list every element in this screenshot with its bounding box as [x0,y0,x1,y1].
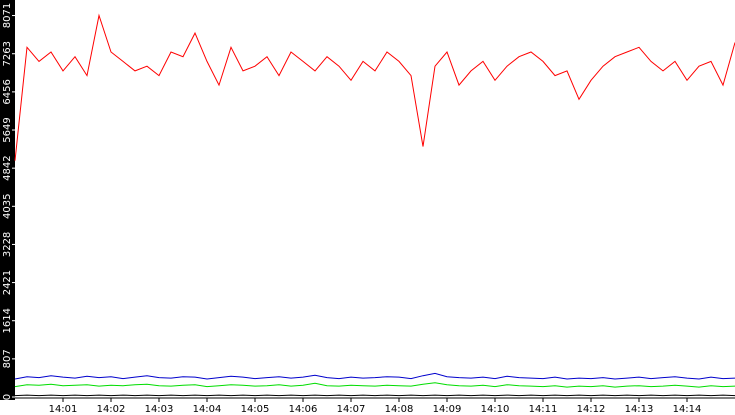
x-tick-label: 14:13 [625,404,654,415]
y-tick-label: 8071 [2,3,13,28]
y-axis-strip [0,0,15,400]
x-tick-label: 14:09 [433,404,462,415]
x-tick-label: 14:05 [241,404,270,415]
series-line [14,13,735,161]
x-tick-label: 14:08 [385,404,414,415]
y-tick-label: 807 [2,349,13,368]
y-tick-label: 2421 [2,270,13,295]
x-tick-label: 14:11 [529,404,558,415]
y-tick-label: 1614 [2,308,13,333]
x-tick-label: 14:03 [145,404,174,415]
y-tick-label: 4035 [2,194,13,219]
x-tick-label: 14:12 [577,404,606,415]
y-tick-label: 4842 [2,155,13,180]
y-tick-label: 7263 [2,41,13,66]
series-line [14,382,735,388]
x-tick-label: 14:02 [97,404,126,415]
x-tick-label: 14:01 [49,404,78,415]
y-tick-label: 5649 [2,117,13,142]
x-tick-label: 14:07 [337,404,366,415]
series-line [14,394,735,397]
x-tick-label: 14:06 [289,404,318,415]
series-line [14,372,735,380]
y-tick-label: 3228 [2,232,13,257]
x-tick-label: 14:04 [193,404,222,415]
x-tick-label: 14:14 [673,404,702,415]
y-tick-label: 0 [2,394,13,400]
x-tick-label: 14:10 [481,404,510,415]
y-tick-label: 6456 [2,79,13,104]
